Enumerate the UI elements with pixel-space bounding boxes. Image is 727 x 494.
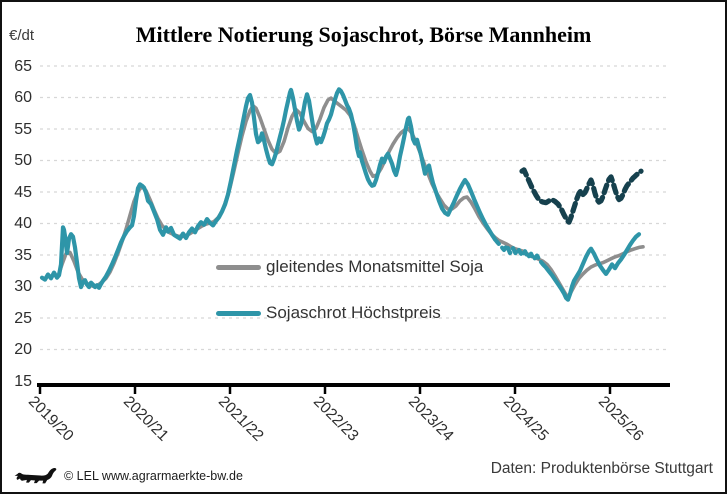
y-tick-label: 50 bbox=[14, 152, 32, 169]
series-line-1 bbox=[39, 87, 498, 290]
y-tick-label: 45 bbox=[14, 183, 32, 201]
legend-swatch bbox=[216, 310, 261, 316]
footer-attribution: © LEL www.agrarmaerkte-bw.de bbox=[13, 466, 243, 485]
y-tick-label: 25 bbox=[14, 309, 32, 327]
y-tick-label: 30 bbox=[14, 278, 32, 295]
legend-swatch bbox=[216, 264, 261, 270]
chart-title: Mittlere Notierung Sojaschrot, Börse Man… bbox=[135, 22, 592, 47]
bw-lion-logo-icon bbox=[14, 467, 57, 484]
y-tick-label: 65 bbox=[14, 57, 32, 75]
y-tick-label: 60 bbox=[14, 89, 32, 106]
legend-item: gleitendes Monatsmittel Soja bbox=[216, 257, 483, 277]
copyright-text: © LEL www.agrarmaerkte-bw.de bbox=[64, 468, 243, 483]
y-tick-label: 55 bbox=[14, 120, 32, 138]
y-tick-label: 35 bbox=[14, 246, 32, 264]
y-tick-label: 40 bbox=[14, 215, 32, 232]
y-axis-unit-label: €/dt bbox=[9, 27, 35, 44]
legend-label: gleitendes Monatsmittel Soja bbox=[266, 257, 484, 276]
y-tick-label: 20 bbox=[14, 341, 32, 358]
series-line-1 bbox=[543, 232, 642, 302]
data-source-text: Daten: Produktenbörse Stuttgart bbox=[490, 460, 713, 477]
y-tick-label: 15 bbox=[14, 372, 32, 390]
series-line-1 bbox=[492, 237, 549, 270]
legend-label: Sojaschrot Höchstpreis bbox=[266, 303, 441, 322]
legend-item: Sojaschrot Höchstpreis bbox=[216, 303, 441, 323]
series-line-2 bbox=[519, 167, 644, 225]
